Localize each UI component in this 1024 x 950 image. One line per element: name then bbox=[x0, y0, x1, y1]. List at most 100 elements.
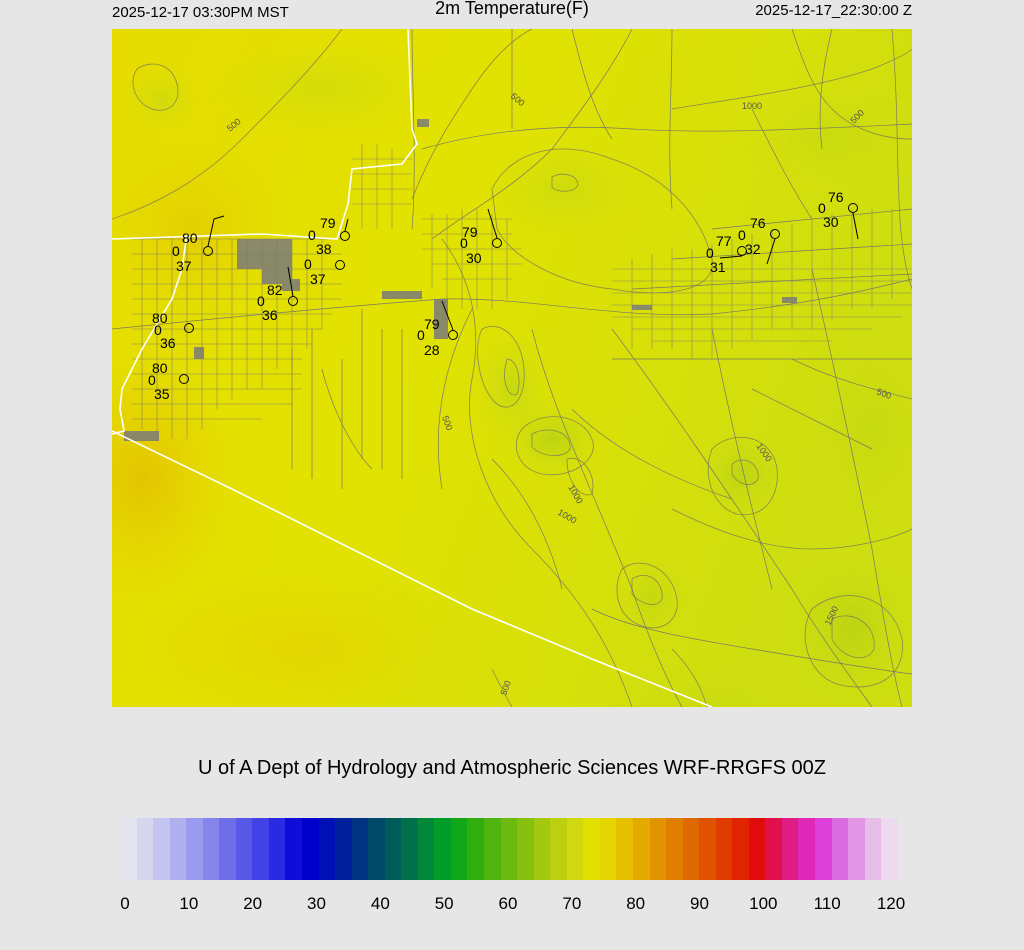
color-swatch bbox=[682, 818, 700, 880]
color-swatch bbox=[136, 818, 154, 880]
station-wind: 0 bbox=[257, 293, 265, 309]
station-dew: 37 bbox=[176, 258, 192, 274]
color-swatch bbox=[748, 818, 766, 880]
color-swatch bbox=[401, 818, 418, 880]
color-swatch bbox=[616, 818, 633, 880]
color-swatch bbox=[235, 818, 253, 880]
local-time-label: 2025-12-17 03:30PM MST bbox=[112, 4, 289, 21]
station-dew: 36 bbox=[262, 307, 278, 323]
color-scale-tick: 50 bbox=[434, 894, 454, 913]
station-wind: 0 bbox=[172, 243, 180, 259]
color-swatch bbox=[765, 818, 782, 880]
color-swatch bbox=[699, 818, 716, 880]
color-swatch bbox=[649, 818, 667, 880]
station-temp: 80 bbox=[182, 230, 198, 246]
station-dew: 32 bbox=[745, 241, 761, 257]
color-swatch bbox=[335, 818, 352, 880]
color-swatch bbox=[318, 818, 336, 880]
color-swatch bbox=[500, 818, 518, 880]
contour-label: 500 bbox=[440, 414, 455, 432]
map-title: 2m Temperature(F) bbox=[435, 0, 589, 18]
color-swatch bbox=[450, 818, 468, 880]
station-temp: 79 bbox=[424, 316, 440, 332]
city-grid-central bbox=[352, 144, 522, 309]
color-swatch bbox=[368, 818, 385, 880]
station-wind: 0 bbox=[706, 245, 714, 261]
station-temp: 76 bbox=[828, 189, 844, 205]
color-swatch bbox=[715, 818, 733, 880]
color-swatch bbox=[864, 818, 882, 880]
station-wind: 0 bbox=[148, 372, 156, 388]
temperature-map: 500 500 1000 500 500 500 1000 1000 1000 … bbox=[112, 29, 912, 707]
station-wind: 0 bbox=[460, 235, 468, 251]
color-scale-tick: 80 bbox=[626, 894, 646, 913]
station-wind: 0 bbox=[308, 227, 316, 243]
color-scale-tick: 60 bbox=[498, 894, 518, 913]
color-swatch bbox=[599, 818, 617, 880]
station-dew: 31 bbox=[710, 259, 726, 275]
color-swatch bbox=[186, 818, 203, 880]
color-swatch bbox=[550, 818, 567, 880]
color-swatch bbox=[732, 818, 749, 880]
color-scale-ticks: 0 10 20 30 40 50 60 70 80 90 100 110 120 bbox=[120, 894, 905, 916]
station-wind: 0 bbox=[818, 200, 826, 216]
color-scale-bar bbox=[120, 818, 898, 880]
color-swatch bbox=[268, 818, 286, 880]
color-swatch bbox=[848, 818, 865, 880]
station-wind: 0 bbox=[154, 322, 162, 338]
color-scale bbox=[120, 818, 898, 880]
color-scale-tick: 10 bbox=[179, 894, 199, 913]
station-temp: 76 bbox=[750, 215, 766, 231]
color-scale-tick: 70 bbox=[562, 894, 582, 913]
color-swatch bbox=[666, 818, 683, 880]
color-scale-tick: 20 bbox=[243, 894, 263, 913]
color-swatch bbox=[881, 818, 898, 880]
color-swatch bbox=[252, 818, 269, 880]
color-scale-tick: 120 bbox=[876, 894, 906, 913]
station-temp: 80 bbox=[152, 360, 168, 376]
color-scale-tick: 40 bbox=[370, 894, 390, 913]
color-swatch bbox=[632, 818, 650, 880]
station-temp: 82 bbox=[267, 282, 283, 298]
model-credit: U of A Dept of Hydrology and Atmospheric… bbox=[197, 757, 827, 779]
station-wind: 0 bbox=[738, 227, 746, 243]
color-swatch bbox=[467, 818, 485, 880]
station-plots bbox=[179, 203, 859, 384]
station-dew: 35 bbox=[154, 386, 170, 402]
color-swatch bbox=[153, 818, 170, 880]
temperature-shading bbox=[112, 39, 912, 707]
station-wind: 0 bbox=[417, 327, 425, 343]
color-swatch bbox=[434, 818, 451, 880]
color-scale-tick: 90 bbox=[690, 894, 709, 913]
color-swatch bbox=[814, 818, 832, 880]
station-temp: 37 bbox=[310, 271, 326, 287]
color-swatch bbox=[120, 818, 137, 880]
station-dew: 36 bbox=[160, 335, 176, 351]
color-swatch bbox=[384, 818, 402, 880]
station-temp: 80 bbox=[152, 310, 168, 326]
city-grid-east bbox=[612, 209, 912, 359]
color-swatch bbox=[484, 818, 501, 880]
color-swatch bbox=[302, 818, 319, 880]
color-swatch bbox=[831, 818, 849, 880]
color-swatch bbox=[169, 818, 187, 880]
station-temp: 77 bbox=[716, 233, 732, 249]
color-swatch bbox=[417, 818, 435, 880]
station-dew: 28 bbox=[424, 342, 440, 358]
color-swatch bbox=[351, 818, 369, 880]
station-dew: 38 bbox=[316, 241, 332, 257]
station-values: 80 0 37 79 0 38 37 0 82 0 36 80 0 36 80 … bbox=[148, 189, 844, 402]
station-temp: 79 bbox=[320, 215, 336, 231]
station-dew: 30 bbox=[823, 214, 839, 230]
boundary-lines bbox=[112, 29, 713, 707]
color-swatch bbox=[583, 818, 600, 880]
urban-areas bbox=[124, 119, 797, 441]
color-swatch bbox=[781, 818, 799, 880]
station-dew: 30 bbox=[466, 250, 482, 266]
contour-label: 500 bbox=[498, 679, 513, 697]
color-swatch bbox=[533, 818, 551, 880]
color-swatch bbox=[285, 818, 303, 880]
color-swatch bbox=[517, 818, 534, 880]
color-swatch bbox=[219, 818, 236, 880]
color-scale-tick: 110 bbox=[813, 894, 841, 913]
